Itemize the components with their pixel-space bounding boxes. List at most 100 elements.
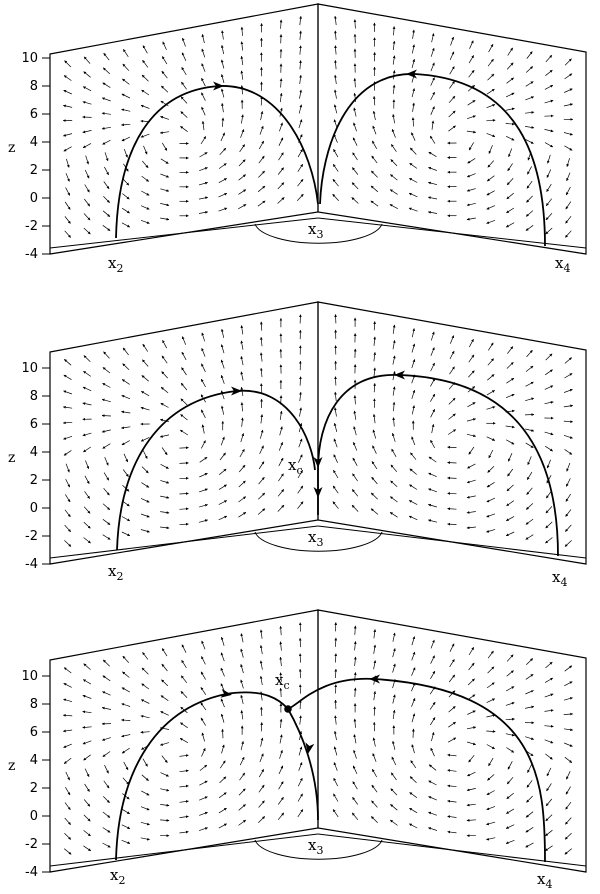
field-arrow — [353, 734, 357, 744]
field-arrow — [140, 498, 150, 503]
z-tick-label: 10 — [21, 51, 38, 66]
field-arrow — [201, 92, 206, 101]
field-arrow — [83, 355, 91, 363]
field-arrow — [162, 41, 167, 51]
field-arrow — [198, 827, 208, 831]
field-arrow — [238, 189, 247, 195]
field-arrow — [466, 217, 476, 221]
field-arrow — [220, 132, 225, 142]
field-arrow — [353, 749, 357, 759]
field-arrow — [372, 413, 376, 424]
field-arrow — [547, 154, 551, 164]
field-arrow — [506, 439, 515, 445]
z-tick-label: 6 — [30, 417, 38, 432]
field-arrow — [352, 796, 358, 805]
field-arrow — [546, 783, 552, 792]
field-arrow — [83, 537, 91, 544]
field-arrow — [486, 482, 495, 488]
field-arrow — [179, 429, 188, 436]
field-arrow — [161, 70, 168, 79]
field-arrow — [259, 367, 263, 378]
field-arrow — [297, 485, 304, 494]
field-arrow — [259, 445, 264, 455]
field-arrow — [240, 41, 244, 51]
field-arrow — [371, 140, 378, 149]
field-arrow — [221, 117, 225, 127]
field-arrow — [297, 163, 304, 172]
field-arrow — [506, 747, 515, 753]
field-arrow — [389, 512, 398, 518]
field-arrow — [198, 210, 209, 214]
field-arrow — [63, 133, 73, 137]
field-arrow — [83, 71, 91, 78]
field-arrow — [565, 230, 572, 238]
field-arrow — [121, 687, 130, 693]
field-arrow — [332, 809, 339, 818]
field-arrow — [565, 493, 571, 502]
field-arrow — [121, 703, 131, 707]
field-arrow — [373, 367, 377, 377]
field-arrow — [352, 152, 358, 161]
field-arrow — [220, 328, 225, 338]
field-arrow — [505, 717, 515, 721]
z-tick-label: 2 — [30, 163, 38, 178]
field-arrow — [160, 217, 170, 221]
field-arrow — [62, 405, 73, 409]
field-arrow — [200, 671, 206, 680]
field-arrow — [564, 848, 573, 855]
field-arrow — [412, 102, 415, 112]
field-arrow — [240, 325, 244, 335]
field-arrow — [279, 687, 283, 698]
field-arrow — [103, 351, 110, 359]
field-arrow — [506, 178, 514, 186]
field-arrow — [238, 480, 246, 488]
field-arrow — [566, 172, 571, 182]
field-arrow — [505, 733, 515, 737]
field-arrow — [102, 503, 111, 511]
field-arrow — [466, 202, 476, 207]
field-arrow — [430, 409, 436, 418]
field-arrow — [564, 756, 573, 763]
field-arrow — [333, 469, 339, 479]
field-arrow — [102, 210, 111, 217]
field-arrow — [218, 792, 227, 799]
field-arrow — [279, 749, 283, 759]
field-arrow — [564, 681, 573, 687]
field-arrow — [180, 398, 188, 406]
field-arrow — [83, 663, 91, 670]
field-arrow — [240, 371, 244, 381]
field-arrow — [389, 204, 398, 210]
field-arrow — [240, 26, 244, 36]
field-arrow — [352, 457, 358, 466]
panel-3: 10 8 6 4 2 0 -2 -4 z x2 x3 x4 xc — [8, 609, 587, 891]
field-arrow — [279, 625, 283, 636]
field-arrow — [466, 526, 476, 530]
field-arrow — [140, 529, 150, 533]
field-arrow — [238, 204, 247, 210]
field-arrow — [162, 340, 168, 349]
field-arrow — [411, 713, 416, 723]
field-arrow — [140, 104, 150, 109]
field-arrow — [428, 827, 438, 831]
field-arrow — [467, 402, 476, 408]
field-arrow — [526, 658, 534, 665]
field-arrow — [63, 848, 72, 855]
field-arrow — [334, 391, 337, 402]
field-arrow — [258, 170, 265, 178]
field-arrow — [179, 800, 189, 803]
field-arrow — [526, 349, 533, 358]
field-arrow — [507, 47, 513, 56]
field-arrow — [240, 648, 244, 658]
field-arrow — [467, 710, 476, 715]
field-arrow — [83, 506, 91, 514]
field-arrow — [257, 200, 266, 207]
field-arrow — [525, 689, 534, 695]
field-arrow — [545, 521, 553, 529]
field-arrow — [545, 798, 553, 807]
field-arrow — [373, 660, 377, 670]
trajectory — [115, 691, 289, 861]
field-arrow — [507, 346, 514, 354]
field-arrow — [160, 695, 169, 701]
field-arrow — [525, 139, 534, 144]
field-arrow — [62, 713, 73, 717]
